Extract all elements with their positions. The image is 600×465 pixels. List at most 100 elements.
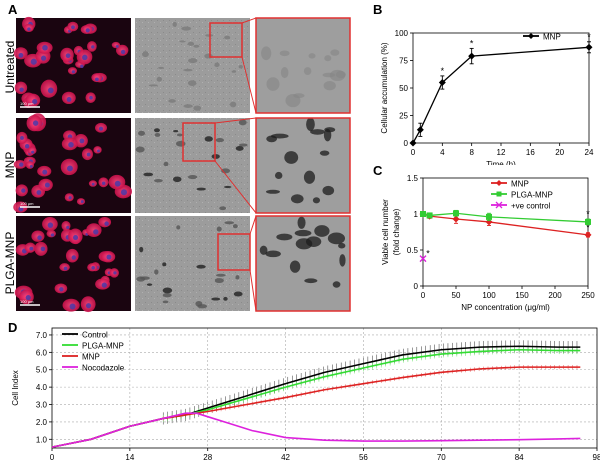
microscopy-grid: 100 μm 100 μm 100 μm [13, 16, 351, 313]
brightfield-cell [154, 178, 163, 183]
zoom-cell [284, 151, 299, 164]
nucleus-blob [44, 182, 50, 188]
zoom-border [255, 17, 351, 114]
nucleus-blob [94, 77, 99, 82]
y-tick-label: 2.0 [36, 418, 48, 427]
brightfield-cell [135, 146, 145, 153]
series-line [51, 345, 581, 448]
cell-blob [98, 216, 112, 228]
nucleus-blob [106, 254, 112, 260]
zoom-cell [332, 281, 341, 288]
x-tick-label: 100 [482, 291, 496, 300]
brightfield-cell [148, 84, 158, 87]
nucleus-blob [20, 136, 24, 140]
x-tick-label: 70 [437, 453, 446, 462]
scale-bar-label: 100 μm [20, 201, 34, 206]
brightfield-cell [232, 224, 238, 229]
zoom-cell [265, 250, 281, 258]
x-tick-label: 200 [548, 291, 562, 300]
zoom-cell [319, 150, 330, 156]
significance-star: * [426, 249, 430, 259]
data-point [419, 255, 427, 263]
data-point [426, 212, 433, 219]
legend-label: Control [82, 331, 108, 340]
series-line [51, 412, 581, 448]
zoom-cell [259, 245, 268, 255]
data-point [409, 139, 417, 147]
zoom-cell [322, 185, 335, 196]
x-tick-label: 14 [125, 453, 134, 462]
nucleus-blob [32, 99, 38, 105]
zoom-cell [312, 197, 321, 204]
data-point [486, 213, 492, 220]
zoom-cell [308, 53, 316, 59]
brightfield-cell [214, 62, 220, 68]
zoom-cell [276, 233, 293, 241]
brightfield-cell [231, 70, 237, 73]
chart-c: 0 50 100 150 200 250 0 0.5 1 1.5 NP concentration … [381, 174, 595, 312]
x-tick-label: 20 [555, 148, 564, 157]
nucleus-blob [69, 303, 76, 310]
nucleus-blob [68, 196, 72, 200]
zoom-cell [327, 232, 346, 245]
y-tick-label: 25 [399, 112, 408, 121]
y-tick-label: 100 [395, 29, 409, 38]
nucleus-blob [30, 58, 37, 65]
series-line [412, 46, 590, 144]
brightfield-cell [215, 138, 224, 143]
y-tick-label: 1.5 [407, 174, 419, 183]
y-tick-label: 0 [414, 282, 419, 291]
cell-blob [65, 248, 79, 263]
nucleus-blob [66, 165, 73, 172]
brightfield-cell [224, 35, 231, 40]
nucleus-blob [47, 87, 54, 94]
zoom-cell [294, 229, 312, 237]
zoom-cell [330, 49, 340, 56]
nucleus-blob [91, 265, 95, 270]
series-line [51, 348, 581, 448]
nucleus-blob [66, 97, 72, 102]
brightfield-cell [153, 128, 160, 133]
nucleus-blob [40, 55, 47, 61]
nucleus-blob [71, 255, 76, 260]
brightfield-cell [224, 221, 235, 225]
brightfield-cell [204, 136, 213, 142]
brightfield-cell [172, 21, 177, 27]
zoom-border [255, 215, 351, 312]
brightfield-cell [158, 66, 164, 69]
nucleus-blob [18, 52, 24, 58]
legend-label: MNP [543, 33, 561, 42]
y-tick-label: 0 [404, 139, 409, 148]
brightfield-cell [193, 44, 200, 48]
nucleus-blob [101, 282, 107, 288]
brightfield-cell [223, 296, 228, 301]
legend-label: MNP [511, 180, 529, 189]
brightfield-cell [238, 119, 247, 126]
chart-b: 0 4 8 12 16 20 24 0 25 50 75 100 Time (h) Cellular ac… [380, 29, 594, 165]
data-point [416, 126, 424, 134]
x-tick-label: 24 [585, 148, 594, 157]
zoom-cell [304, 278, 318, 284]
nucleus-blob [29, 246, 34, 251]
nucleus-blob [19, 87, 24, 92]
nucleus-blob [25, 295, 31, 301]
x-tick-label: 42 [281, 453, 290, 462]
chart-d: 0 14 28 42 56 70 84 98 1.0 2.0 3.0 4.0 5.0 6.0 7.0 Cell… [11, 327, 600, 462]
panel-letter-b: B [373, 2, 383, 17]
inset-box [217, 233, 251, 271]
x-tick-label: 250 [581, 291, 595, 300]
inset-connector [241, 17, 257, 24]
significance-star: * [441, 66, 445, 76]
brightfield-cell [138, 130, 146, 136]
zoom-cell [274, 171, 283, 180]
significance-star: * [586, 209, 590, 219]
brightfield-cell [183, 104, 193, 108]
legend-label: +ve control [511, 202, 551, 211]
brightfield-cell [238, 64, 243, 69]
nucleus-blob [18, 206, 24, 212]
y-tick-label: 50 [399, 84, 408, 93]
zoom-cell [310, 129, 325, 135]
brightfield-cell [143, 172, 154, 177]
zoom-cell [290, 194, 304, 204]
nucleus-blob [73, 235, 79, 241]
